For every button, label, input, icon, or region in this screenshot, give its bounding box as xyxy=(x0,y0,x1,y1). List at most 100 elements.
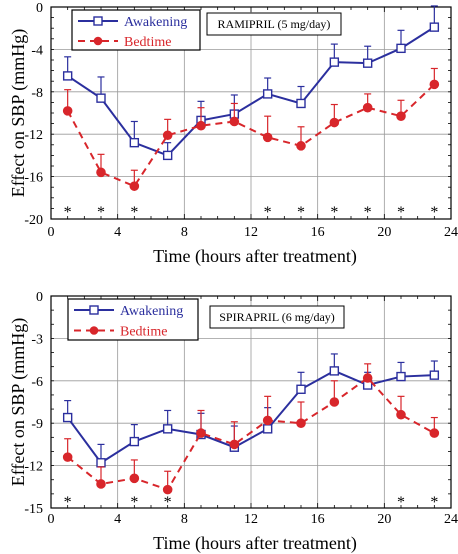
legend-label: Awakening xyxy=(124,15,187,30)
legend-marker xyxy=(93,16,103,26)
legend-label: Bedtime xyxy=(120,325,167,340)
data-point xyxy=(262,132,273,143)
data-point xyxy=(62,71,73,81)
y-axis-label: Effect on SBP (mmHg) xyxy=(8,29,29,198)
data-point xyxy=(362,58,373,68)
ramipril-chart: 0 4 8 12 16 20 24 0 -4 -8 -12 -16 -20 Time (hours aft… xyxy=(8,1,458,267)
data-point xyxy=(129,181,140,191)
significance-star: * xyxy=(297,204,305,221)
y-tick-label: -9 xyxy=(31,417,43,432)
data-point xyxy=(296,98,306,109)
significance-star: * xyxy=(397,494,405,511)
data-point xyxy=(129,473,140,484)
data-point xyxy=(296,141,306,151)
data-point xyxy=(329,117,340,128)
data-point xyxy=(196,120,206,131)
data-point xyxy=(429,428,440,438)
data-point xyxy=(329,57,340,67)
x-tick-label: 0 xyxy=(48,512,55,527)
series-awakening xyxy=(62,353,440,468)
x-tick-label: 12 xyxy=(244,225,258,240)
data-point xyxy=(429,22,440,32)
significance-star: * xyxy=(130,204,138,221)
axis-ticks xyxy=(50,295,452,509)
x-tick-label: 12 xyxy=(244,512,258,527)
x-tick-label: 4 xyxy=(114,512,121,527)
y-tick-label: -16 xyxy=(24,171,43,186)
data-point xyxy=(429,79,440,90)
y-tick-label: -15 xyxy=(24,502,43,517)
data-point xyxy=(62,452,73,462)
data-point xyxy=(129,137,140,148)
data-point xyxy=(229,439,240,450)
legend-label: Awakening xyxy=(120,304,183,319)
series-bedtime xyxy=(62,67,440,191)
spirapril-chart: 0 4 8 12 16 20 24 0 -3 -6 -9 -12 -15 Time (hours afte… xyxy=(8,290,458,554)
data-point xyxy=(162,150,173,161)
significance-star: * xyxy=(97,204,105,221)
data-point xyxy=(129,436,140,447)
data-point xyxy=(296,384,306,394)
title-box xyxy=(209,305,345,329)
title-box xyxy=(206,12,342,36)
x-tick-label: 0 xyxy=(48,225,55,240)
data-point xyxy=(262,89,273,99)
significance-star: * xyxy=(397,204,405,221)
significance-star: * xyxy=(130,494,138,511)
y-axis-label: Effect on SBP (mmHg) xyxy=(8,318,29,487)
data-point xyxy=(262,424,273,434)
series-bedtime xyxy=(62,363,440,495)
chart-title: SPIRAPRIL (6 mg/day) xyxy=(219,310,335,324)
data-point xyxy=(396,43,406,54)
data-point xyxy=(396,371,406,382)
legend-marker xyxy=(89,305,99,315)
x-tick-label: 24 xyxy=(444,512,458,527)
x-tick-label: 20 xyxy=(377,512,391,527)
significance-star: * xyxy=(64,494,72,511)
x-tick-label: 4 xyxy=(114,225,121,240)
series-line xyxy=(66,83,436,188)
x-axis-label: Time (hours after treatment) xyxy=(153,246,357,267)
significance-star: * xyxy=(330,204,338,221)
y-tick-label: -8 xyxy=(31,86,43,101)
data-point xyxy=(96,93,106,103)
data-point xyxy=(162,484,173,495)
y-tick-label: -12 xyxy=(24,128,43,143)
y-tick-label: -12 xyxy=(24,460,43,475)
data-point xyxy=(229,116,240,127)
x-tick-label: 16 xyxy=(311,512,325,527)
significance-star: * xyxy=(430,494,438,511)
data-point xyxy=(96,167,106,178)
y-tick-label: -20 xyxy=(24,213,43,228)
data-point xyxy=(362,102,373,113)
x-tick-label: 8 xyxy=(181,225,188,240)
y-tick-label: -3 xyxy=(31,332,43,347)
legend-label: Bedtime xyxy=(124,35,171,50)
series-line xyxy=(67,376,435,491)
legend-marker xyxy=(93,36,103,46)
data-point xyxy=(362,373,373,383)
data-point xyxy=(196,428,206,438)
x-tick-label: 24 xyxy=(444,225,458,240)
significance-star: * xyxy=(430,204,438,221)
data-point xyxy=(329,397,340,407)
data-point xyxy=(62,412,73,423)
data-point xyxy=(329,366,340,376)
significance-star: * xyxy=(264,204,272,221)
data-point xyxy=(162,130,173,141)
x-tick-label: 8 xyxy=(181,512,188,527)
data-point xyxy=(396,111,406,121)
y-tick-label: 0 xyxy=(36,1,43,16)
data-point xyxy=(162,424,173,434)
chart-title: RAMIPRIL (5 mg/day) xyxy=(218,17,331,31)
data-point xyxy=(396,409,406,420)
x-axis-label: Time (hours after treatment) xyxy=(153,533,357,554)
data-point xyxy=(62,106,73,116)
data-point xyxy=(96,458,106,468)
legend-marker xyxy=(89,326,99,335)
y-tick-label: -6 xyxy=(31,375,43,390)
significance-star: * xyxy=(164,494,172,511)
y-tick-label: 0 xyxy=(36,290,43,305)
data-point xyxy=(429,370,440,380)
